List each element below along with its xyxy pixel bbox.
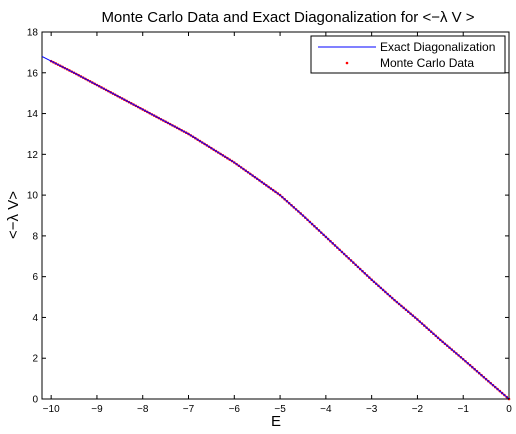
legend-label-exact: Exact Diagonalization <box>380 40 495 54</box>
y-tick-label: 8 <box>32 231 38 242</box>
y-tick-label: 4 <box>32 313 38 324</box>
legend-label-monte-carlo: Monte Carlo Data <box>380 56 474 70</box>
x-tick-label: 0 <box>506 404 512 415</box>
x-tick-label: −10 <box>43 404 60 415</box>
legend-box <box>310 35 506 74</box>
x-tick-label: −8 <box>137 404 149 415</box>
series-layer <box>41 56 511 401</box>
y-tick-label: 10 <box>27 191 39 202</box>
y-tick-label: 0 <box>32 395 38 406</box>
chart-title: Monte Carlo Data and Exact Diagonalizati… <box>101 9 474 26</box>
y-tick-label: 14 <box>27 109 39 120</box>
x-tick-label: −3 <box>366 404 378 415</box>
y-tick-label: 16 <box>27 68 39 79</box>
x-tick-label: −4 <box>320 404 332 415</box>
exact-diagonalization-line <box>41 56 510 400</box>
x-tick-label: −1 <box>458 404 470 415</box>
y-tick-label: 6 <box>32 272 38 283</box>
legend-marker-monte-carlo <box>345 61 349 65</box>
x-tick-label: −2 <box>412 404 424 415</box>
axes-box <box>41 31 510 400</box>
x-axis-label: E <box>271 413 281 430</box>
x-tick-label: −7 <box>183 404 195 415</box>
x-tick-label: −9 <box>91 404 103 415</box>
y-tick-label: 2 <box>32 354 38 365</box>
x-tick-label: −6 <box>229 404 241 415</box>
x-tick-label: −5 <box>274 404 286 415</box>
legend: Exact Diagonalization Monte Carlo Data <box>310 35 506 74</box>
y-tick-label: 12 <box>27 150 39 161</box>
y-tick-label: 18 <box>27 28 39 39</box>
y-axis-label: <−λ V> <box>5 191 22 239</box>
